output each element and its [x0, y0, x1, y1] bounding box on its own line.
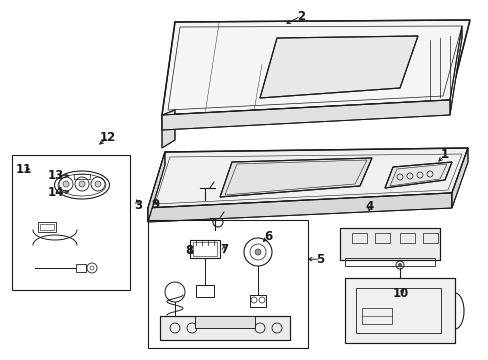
Polygon shape: [449, 26, 461, 115]
Bar: [215, 320, 232, 326]
Text: 10: 10: [392, 287, 408, 300]
Bar: [160, 316, 289, 340]
Bar: [190, 240, 220, 258]
Bar: [399, 233, 414, 243]
Text: 5: 5: [316, 253, 324, 266]
Circle shape: [63, 181, 69, 187]
Text: 7: 7: [220, 243, 227, 256]
Bar: [193, 242, 217, 256]
Polygon shape: [220, 158, 371, 197]
Polygon shape: [162, 20, 469, 115]
Polygon shape: [148, 152, 164, 222]
Text: 13: 13: [48, 169, 64, 182]
Text: 2: 2: [296, 10, 304, 23]
Polygon shape: [162, 100, 449, 130]
Text: 14: 14: [48, 186, 64, 199]
Circle shape: [79, 181, 85, 187]
Text: 11: 11: [15, 163, 32, 176]
Bar: [355, 288, 440, 333]
Bar: [374, 233, 389, 243]
Polygon shape: [148, 148, 467, 208]
Circle shape: [398, 264, 401, 266]
Bar: [351, 233, 366, 243]
Polygon shape: [384, 162, 451, 188]
Bar: [339, 228, 439, 260]
Bar: [209, 319, 238, 327]
Polygon shape: [260, 36, 417, 98]
Bar: [345, 278, 454, 343]
Bar: [160, 316, 289, 340]
Text: 1: 1: [440, 148, 448, 161]
Bar: [196, 285, 214, 297]
Bar: [422, 233, 437, 243]
Polygon shape: [451, 148, 467, 208]
Bar: [76, 264, 86, 272]
Bar: [345, 278, 454, 343]
Circle shape: [254, 249, 261, 255]
Text: 3: 3: [134, 199, 142, 212]
Polygon shape: [162, 110, 175, 148]
Text: 12: 12: [99, 131, 116, 144]
Bar: [40, 224, 54, 230]
Text: 8: 8: [185, 244, 193, 257]
Bar: [339, 228, 439, 260]
Bar: [361, 308, 391, 324]
Polygon shape: [148, 193, 451, 222]
Bar: [38, 222, 56, 232]
Text: 9: 9: [151, 198, 159, 211]
Bar: [148, 220, 307, 348]
Bar: [195, 316, 254, 328]
Bar: [345, 258, 434, 266]
Bar: [195, 316, 254, 328]
Text: 4: 4: [365, 201, 372, 213]
Bar: [249, 295, 265, 307]
Text: 6: 6: [264, 230, 271, 243]
Bar: [74, 174, 90, 179]
Bar: [12, 155, 130, 290]
Circle shape: [95, 181, 101, 187]
